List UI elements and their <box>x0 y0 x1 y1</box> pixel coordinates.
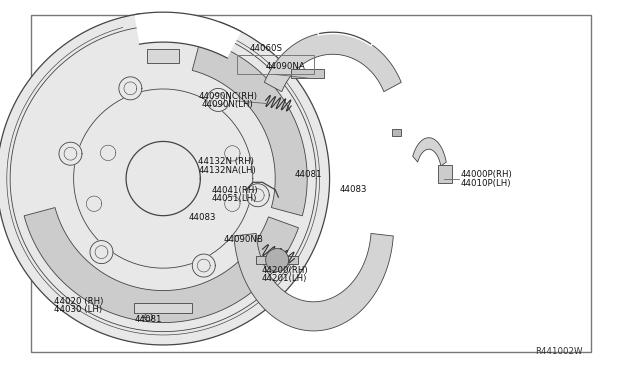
Bar <box>438 165 452 183</box>
Polygon shape <box>0 14 330 345</box>
Text: 44090NC(RH): 44090NC(RH) <box>198 92 257 101</box>
Text: 44083: 44083 <box>189 213 216 222</box>
Bar <box>392 129 401 136</box>
Text: 44090NB: 44090NB <box>224 235 264 244</box>
Text: 44090NA: 44090NA <box>266 62 305 71</box>
Polygon shape <box>90 241 113 264</box>
Polygon shape <box>413 138 446 166</box>
Text: 44201(LH): 44201(LH) <box>261 275 307 283</box>
Text: 44132NA(LH): 44132NA(LH) <box>198 166 256 174</box>
Polygon shape <box>192 254 215 277</box>
Bar <box>291 69 324 78</box>
Polygon shape <box>134 12 241 58</box>
Polygon shape <box>264 32 401 92</box>
Text: 44020 (RH): 44020 (RH) <box>54 297 104 306</box>
Bar <box>31 15 591 352</box>
Text: 44051(LH): 44051(LH) <box>211 194 257 203</box>
Polygon shape <box>207 89 230 112</box>
Bar <box>237 55 314 74</box>
Polygon shape <box>119 77 142 100</box>
Text: 44090N(LH): 44090N(LH) <box>202 100 253 109</box>
Bar <box>256 256 298 264</box>
Polygon shape <box>246 184 269 207</box>
Text: 44000P(RH): 44000P(RH) <box>461 170 513 179</box>
Polygon shape <box>24 208 298 323</box>
Text: 44010P(LH): 44010P(LH) <box>461 179 511 187</box>
Text: 44200(RH): 44200(RH) <box>261 266 308 275</box>
Bar <box>134 303 192 312</box>
Polygon shape <box>234 234 394 331</box>
Text: 44132N (RH): 44132N (RH) <box>198 157 254 166</box>
Text: 44081: 44081 <box>294 170 322 179</box>
Polygon shape <box>126 141 200 216</box>
Polygon shape <box>192 39 307 216</box>
Polygon shape <box>59 142 82 165</box>
Text: 44081: 44081 <box>134 315 162 324</box>
Text: 44083: 44083 <box>339 185 367 194</box>
Text: 44041(RH): 44041(RH) <box>211 186 258 195</box>
Text: R441002W: R441002W <box>535 347 582 356</box>
Bar <box>147 49 179 63</box>
Text: 44030 (LH): 44030 (LH) <box>54 305 102 314</box>
Polygon shape <box>266 248 289 272</box>
Text: 44060S: 44060S <box>250 44 283 53</box>
